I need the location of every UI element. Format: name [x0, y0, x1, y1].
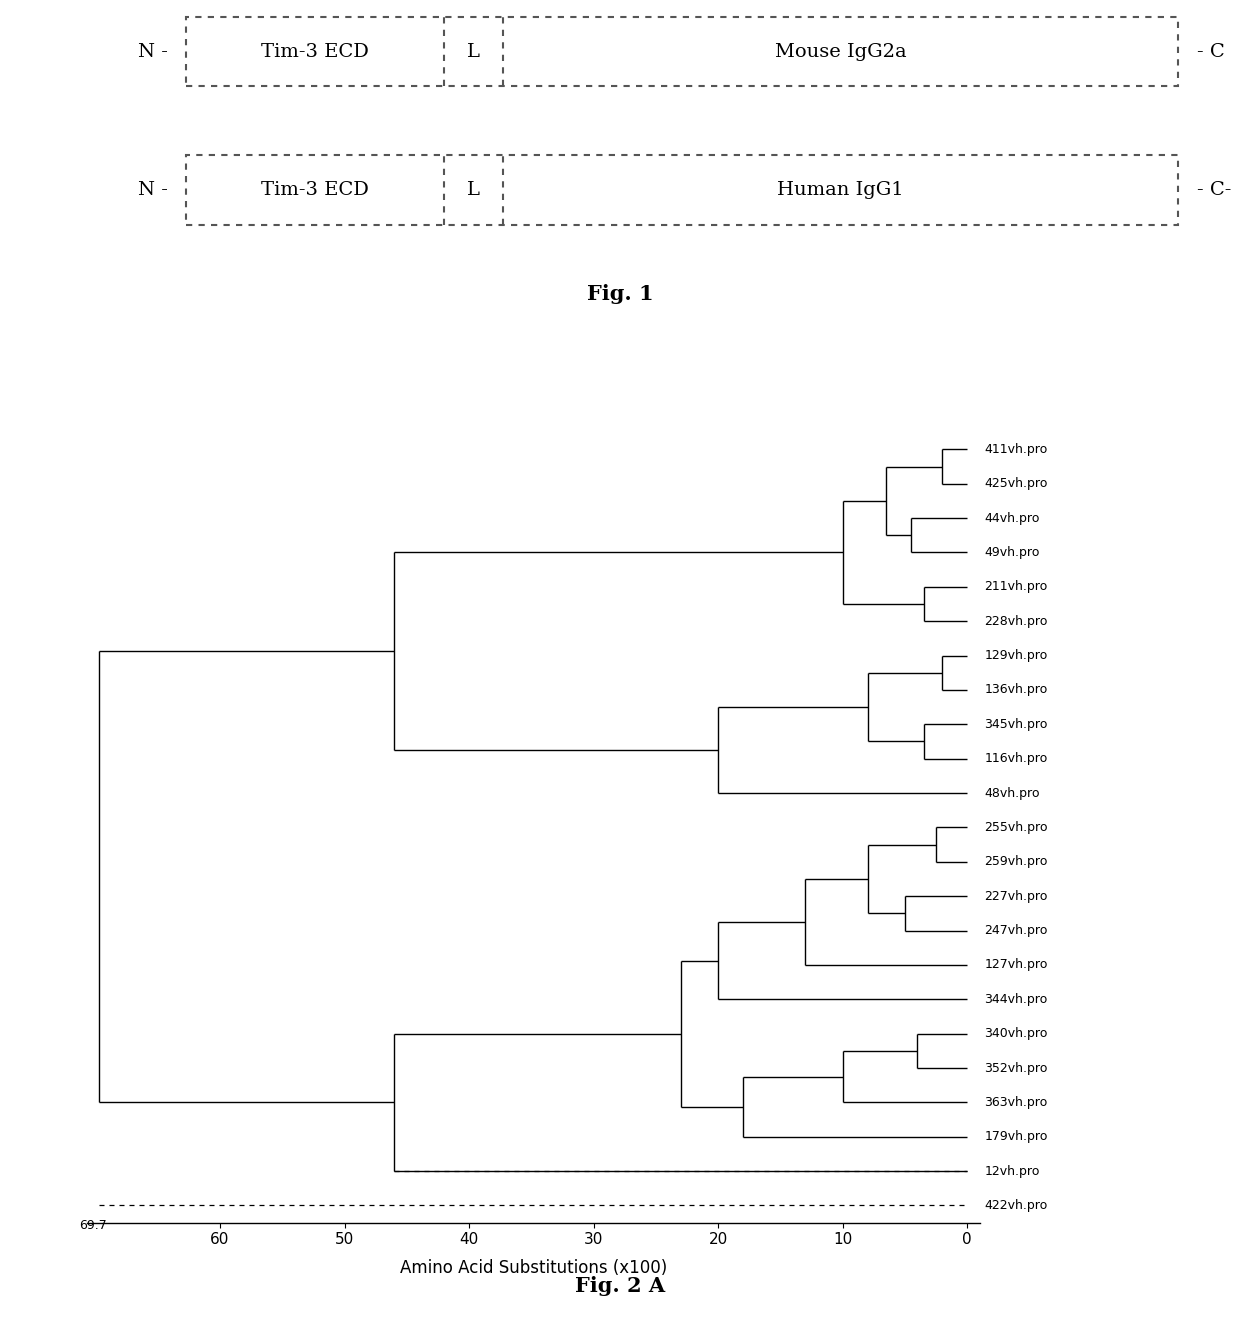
Text: 116vh.pro: 116vh.pro	[985, 752, 1048, 766]
Text: 344vh.pro: 344vh.pro	[985, 993, 1048, 1006]
Text: 247vh.pro: 247vh.pro	[985, 924, 1048, 937]
Text: Fig. 2 A: Fig. 2 A	[575, 1276, 665, 1296]
Text: 48vh.pro: 48vh.pro	[985, 787, 1040, 800]
Text: 69.7: 69.7	[79, 1219, 107, 1232]
Text: 363vh.pro: 363vh.pro	[985, 1096, 1048, 1108]
Text: 129vh.pro: 129vh.pro	[985, 649, 1048, 662]
Text: Tim-3 ECD: Tim-3 ECD	[262, 43, 368, 61]
Text: 259vh.pro: 259vh.pro	[985, 856, 1048, 868]
Text: L: L	[467, 181, 480, 199]
Text: 228vh.pro: 228vh.pro	[985, 615, 1048, 627]
Text: 345vh.pro: 345vh.pro	[985, 718, 1048, 731]
Text: Tim-3 ECD: Tim-3 ECD	[262, 181, 368, 199]
Text: 211vh.pro: 211vh.pro	[985, 581, 1048, 593]
Text: Fig. 1: Fig. 1	[587, 283, 653, 304]
Text: 340vh.pro: 340vh.pro	[985, 1027, 1048, 1041]
Text: 227vh.pro: 227vh.pro	[985, 889, 1048, 902]
Text: 411vh.pro: 411vh.pro	[985, 443, 1048, 456]
Bar	[186, 17, 1178, 86]
Text: 179vh.pro: 179vh.pro	[985, 1130, 1048, 1143]
Text: N -: N -	[138, 43, 167, 61]
Text: L: L	[467, 43, 480, 61]
Text: 44vh.pro: 44vh.pro	[985, 512, 1040, 525]
Bar	[186, 155, 1178, 225]
Text: 425vh.pro: 425vh.pro	[985, 477, 1048, 490]
Text: 422vh.pro: 422vh.pro	[985, 1199, 1048, 1212]
Text: 49vh.pro: 49vh.pro	[985, 546, 1040, 560]
Text: 12vh.pro: 12vh.pro	[985, 1164, 1040, 1177]
Text: - C: - C	[1197, 43, 1224, 61]
Text: 136vh.pro: 136vh.pro	[985, 683, 1048, 696]
Text: 127vh.pro: 127vh.pro	[985, 958, 1048, 971]
Text: 352vh.pro: 352vh.pro	[985, 1062, 1048, 1075]
Text: - C-: - C-	[1197, 181, 1231, 199]
Text: N -: N -	[138, 181, 167, 199]
Text: Human IgG1: Human IgG1	[777, 181, 904, 199]
X-axis label: Amino Acid Substitutions (x100): Amino Acid Substitutions (x100)	[399, 1259, 667, 1277]
Text: Mouse IgG2a: Mouse IgG2a	[775, 43, 906, 61]
Text: 255vh.pro: 255vh.pro	[985, 821, 1048, 833]
